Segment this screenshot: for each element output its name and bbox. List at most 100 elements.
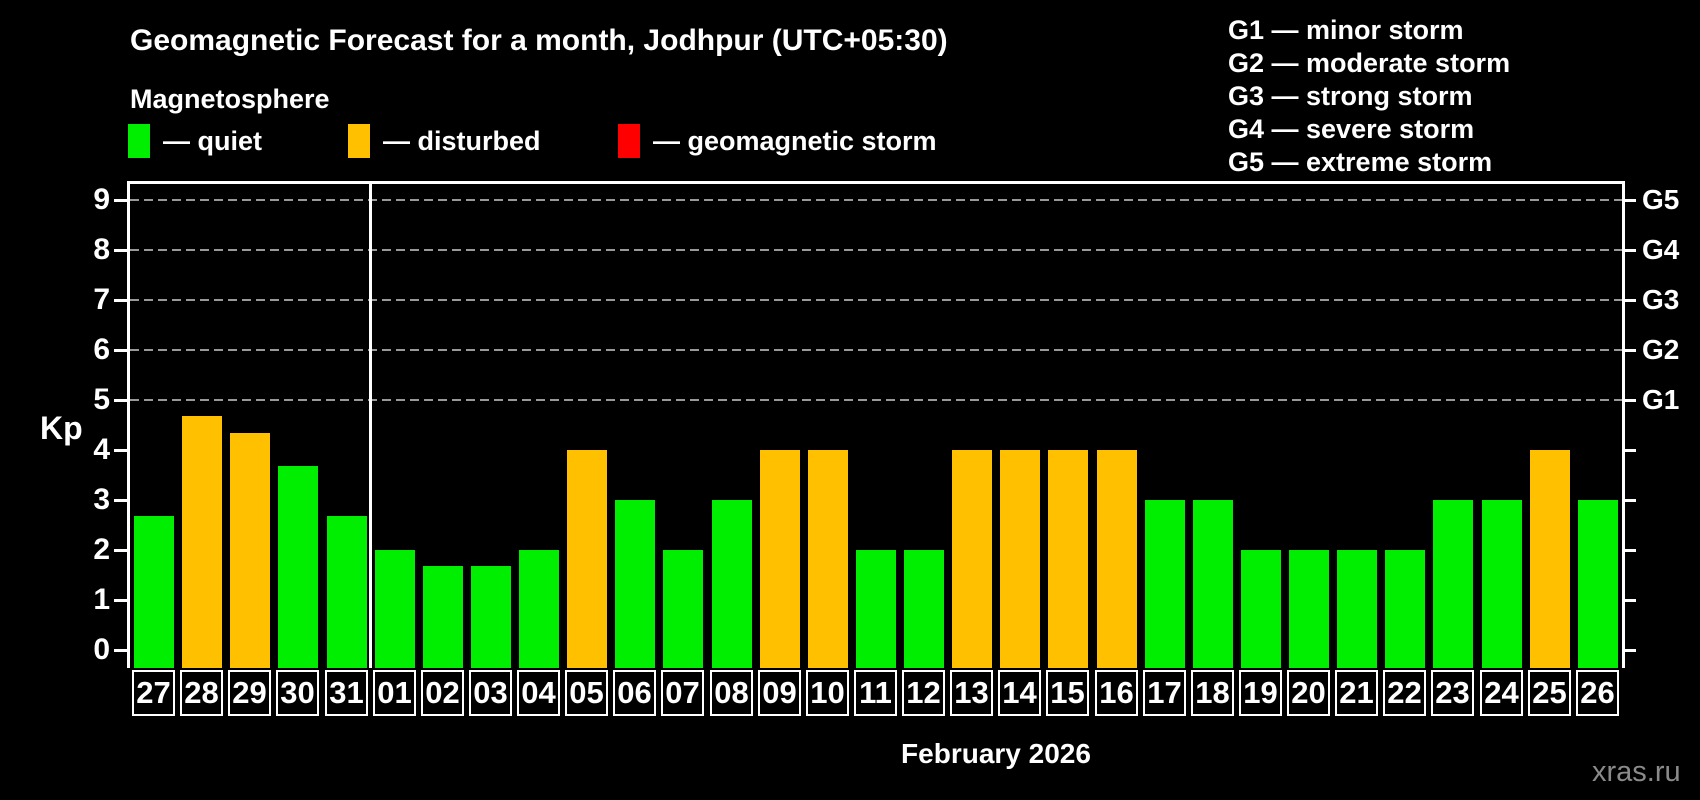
kp-bar-28 [182, 416, 222, 668]
date-label-31: 31 [325, 670, 368, 716]
y-axis-tick-left-0 [114, 649, 128, 652]
g-scale-legend-line: G3 — strong storm [1228, 81, 1473, 111]
legend-item-quiet: — quiet [128, 122, 262, 160]
kp-bar-15 [1048, 450, 1088, 668]
kp-bar-25 [1530, 450, 1570, 668]
y-axis-tick-label-2: 2 [93, 533, 110, 566]
y-axis-tick-right-4 [1622, 449, 1636, 452]
date-label-17: 17 [1143, 670, 1186, 716]
kp-bar-10 [808, 450, 848, 668]
y-axis-tick-label-6: 6 [93, 333, 110, 366]
kp-bar-08 [712, 500, 752, 668]
date-label-29: 29 [228, 670, 271, 716]
date-label-02: 02 [421, 670, 464, 716]
gridline-kp-5 [130, 399, 1622, 401]
kp-bar-31 [327, 516, 367, 668]
date-label-23: 23 [1431, 670, 1474, 716]
kp-bar-06 [615, 500, 655, 668]
date-label-01: 01 [373, 670, 416, 716]
y-axis-tick-right-3 [1622, 499, 1636, 502]
y-axis-tick-left-4 [114, 449, 128, 452]
kp-bar-19 [1241, 550, 1281, 668]
gridline-kp-6 [130, 349, 1622, 351]
date-label-04: 04 [517, 670, 560, 716]
date-label-25: 25 [1528, 670, 1571, 716]
month-separator-line [369, 184, 372, 668]
plot-area [130, 184, 1622, 668]
gridline-kp-9 [130, 199, 1622, 201]
kp-bar-04 [519, 550, 559, 668]
y-axis-tick-right-7 [1622, 299, 1636, 302]
kp-bar-03 [471, 566, 511, 668]
date-label-21: 21 [1335, 670, 1378, 716]
date-label-22: 22 [1383, 670, 1426, 716]
watermark: xras.ru [1592, 756, 1681, 788]
kp-bar-29 [230, 433, 270, 668]
legend-item-disturbed: — disturbed [348, 122, 541, 160]
y-axis-tick-label-0: 0 [93, 633, 110, 666]
y-axis-tick-label-4: 4 [93, 433, 110, 466]
date-label-05: 05 [565, 670, 608, 716]
right-axis-label-G4: G4 [1642, 234, 1680, 265]
date-label-07: 07 [661, 670, 704, 716]
right-axis-label-G1: G1 [1642, 384, 1680, 415]
y-axis-tick-left-1 [114, 599, 128, 602]
date-label-20: 20 [1287, 670, 1330, 716]
kp-bar-07 [663, 550, 703, 668]
g-scale-legend-line: G4 — severe storm [1228, 114, 1475, 144]
date-label-28: 28 [180, 670, 223, 716]
right-axis-label-G3: G3 [1642, 284, 1680, 315]
kp-bar-21 [1337, 550, 1377, 668]
kp-bar-17 [1145, 500, 1185, 668]
date-label-13: 13 [950, 670, 993, 716]
storm-color-swatch [618, 124, 640, 158]
chart-subtitle: Magnetosphere [130, 84, 330, 114]
y-axis-tick-right-0 [1622, 649, 1636, 652]
y-axis-tick-right-5 [1622, 399, 1636, 402]
kp-bar-16 [1097, 450, 1137, 668]
date-label-14: 14 [998, 670, 1041, 716]
g-scale-legend-line: G5 — extreme storm [1228, 147, 1493, 177]
y-axis-tick-left-8 [114, 249, 128, 252]
legend-label-disturbed: — disturbed [383, 125, 541, 156]
quiet-color-swatch [128, 124, 150, 158]
kp-bar-13 [952, 450, 992, 668]
kp-bar-23 [1433, 500, 1473, 668]
date-label-26: 26 [1576, 670, 1619, 716]
y-axis-tick-left-6 [114, 349, 128, 352]
date-label-12: 12 [902, 670, 945, 716]
g-scale-legend: G1 — minor storm G2 — moderate storm G3 — … [1228, 14, 1510, 179]
y-axis-tick-left-9 [114, 199, 128, 202]
y-axis-tick-left-5 [114, 399, 128, 402]
y-axis-tick-right-1 [1622, 599, 1636, 602]
right-axis-label-G2: G2 [1642, 334, 1680, 365]
kp-bar-26 [1578, 500, 1618, 668]
date-label-18: 18 [1191, 670, 1234, 716]
kp-bar-30 [278, 466, 318, 668]
kp-bar-27 [134, 516, 174, 668]
y-axis-tick-right-9 [1622, 199, 1636, 202]
date-label-06: 06 [613, 670, 656, 716]
legend-label-storm: — geomagnetic storm [653, 125, 937, 156]
date-label-09: 09 [758, 670, 801, 716]
kp-bar-22 [1385, 550, 1425, 668]
date-label-11: 11 [854, 670, 897, 716]
legend-label-quiet: — quiet [163, 125, 262, 156]
y-axis-tick-label-5: 5 [93, 383, 110, 416]
kp-bar-01 [375, 550, 415, 668]
y-axis-tick-label-3: 3 [93, 483, 110, 516]
date-label-03: 03 [469, 670, 512, 716]
date-label-19: 19 [1239, 670, 1282, 716]
x-axis-month-label: February 2026 [901, 738, 1091, 769]
y-axis-tick-right-2 [1622, 549, 1636, 552]
date-label-27: 27 [132, 670, 175, 716]
kp-bar-09 [760, 450, 800, 668]
gridline-kp-8 [130, 249, 1622, 251]
plot-frame [127, 181, 1625, 668]
disturbed-color-swatch [348, 124, 370, 158]
gridline-kp-7 [130, 299, 1622, 301]
right-axis-label-G5: G5 [1642, 184, 1680, 215]
kp-bar-20 [1289, 550, 1329, 668]
y-axis-tick-left-2 [114, 549, 128, 552]
